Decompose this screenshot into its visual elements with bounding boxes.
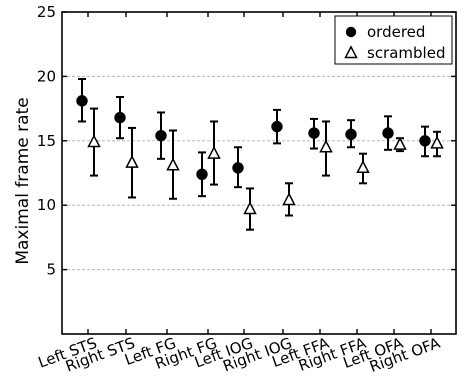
legend-marker-scrambled xyxy=(344,45,358,59)
data-point-scrambled xyxy=(319,139,333,153)
data-point-ordered xyxy=(308,127,320,139)
data-point-ordered xyxy=(271,120,283,133)
data-point-scrambled xyxy=(393,136,407,150)
y-tick-label: 25 xyxy=(37,3,56,21)
data-point-ordered xyxy=(196,168,208,180)
y-tick-label: 5 xyxy=(46,261,56,279)
legend-label-scrambled: scrambled xyxy=(367,44,445,62)
data-point-ordered xyxy=(114,111,126,124)
data-point-ordered xyxy=(232,162,244,174)
x-tick-label: Right OFA xyxy=(367,334,443,376)
data-point-ordered xyxy=(76,95,88,107)
data-point-scrambled xyxy=(356,160,370,174)
data-point-scrambled xyxy=(243,201,257,215)
y-axis-label: Maximal frame rate xyxy=(13,97,33,264)
data-point-scrambled xyxy=(207,145,221,159)
y-tick-label: 15 xyxy=(37,132,56,150)
legend-marker-ordered xyxy=(345,26,357,38)
data-point-scrambled xyxy=(125,154,139,168)
data-point-ordered xyxy=(155,129,167,142)
data-point-scrambled xyxy=(166,157,180,171)
data-point-ordered xyxy=(419,135,431,147)
y-tick-label: 20 xyxy=(37,67,56,85)
data-point-scrambled xyxy=(282,192,296,206)
y-tick-label: 10 xyxy=(37,196,56,214)
data-point-ordered xyxy=(345,128,357,141)
data-point-scrambled xyxy=(87,134,101,148)
legend-label-ordered: ordered xyxy=(367,23,425,41)
data-point-ordered xyxy=(382,127,394,139)
plot-frame xyxy=(61,11,457,335)
data-point-scrambled xyxy=(430,135,444,149)
